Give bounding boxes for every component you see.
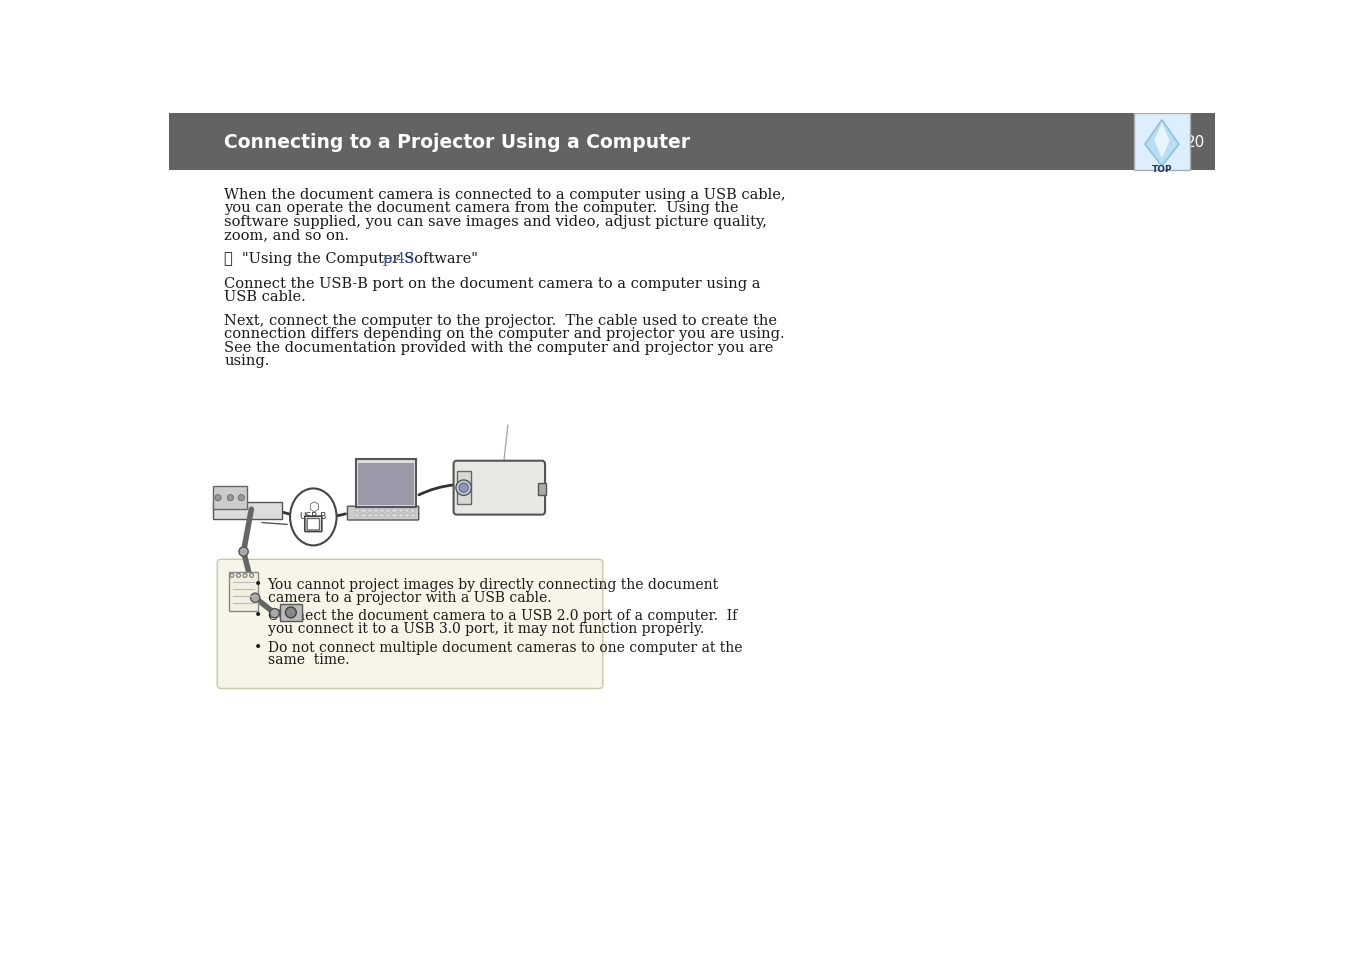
Bar: [456, 472, 471, 504]
Circle shape: [238, 495, 244, 501]
Bar: [279, 604, 301, 621]
Bar: [393, 515, 397, 517]
Bar: [212, 487, 247, 510]
Bar: [398, 510, 402, 513]
Bar: [358, 463, 414, 505]
Bar: [405, 510, 409, 513]
Bar: [386, 510, 390, 513]
Bar: [367, 515, 371, 517]
Text: Do not connect multiple document cameras to one computer at the: Do not connect multiple document cameras…: [267, 639, 742, 654]
FancyBboxPatch shape: [347, 507, 418, 520]
Text: software supplied, you can save images and video, adjust picture quality,: software supplied, you can save images a…: [224, 214, 767, 229]
Bar: [362, 510, 366, 513]
Circle shape: [239, 547, 248, 557]
Bar: [379, 515, 385, 517]
Ellipse shape: [290, 489, 336, 546]
Bar: [212, 503, 282, 519]
Text: connection differs depending on the computer and projector you are using.: connection differs depending on the comp…: [224, 327, 784, 341]
Text: Next, connect the computer to the projector.  The cable used to create the: Next, connect the computer to the projec…: [224, 314, 778, 328]
Bar: [374, 515, 378, 517]
Text: Connecting to a Projector Using a Computer: Connecting to a Projector Using a Comput…: [224, 133, 690, 152]
Text: Connect the document camera to a USB 2.0 port of a computer.  If: Connect the document camera to a USB 2.0…: [267, 609, 737, 622]
Text: you can operate the document camera from the computer.  Using the: you can operate the document camera from…: [224, 201, 738, 215]
Bar: [1134, 114, 1191, 171]
Text: you connect it to a USB 3.0 port, it may not function properly.: you connect it to a USB 3.0 port, it may…: [267, 621, 703, 635]
Text: 20: 20: [1187, 135, 1206, 151]
Circle shape: [251, 594, 259, 602]
Bar: [362, 515, 366, 517]
Text: USB-B: USB-B: [300, 512, 327, 520]
Circle shape: [227, 495, 234, 501]
Text: camera to a projector with a USB cable.: camera to a projector with a USB cable.: [267, 590, 551, 604]
Text: zoom, and so on.: zoom, and so on.: [224, 228, 350, 242]
Text: See the documentation provided with the computer and projector you are: See the documentation provided with the …: [224, 340, 774, 355]
Bar: [405, 515, 409, 517]
Text: ☞  "Using the Computer Software": ☞ "Using the Computer Software": [224, 252, 487, 266]
Bar: [367, 510, 371, 513]
Bar: [539, 483, 545, 495]
Text: p.43: p.43: [382, 252, 414, 266]
Bar: [230, 573, 258, 611]
Bar: [386, 515, 390, 517]
Text: •: •: [254, 639, 262, 654]
Bar: [398, 515, 402, 517]
Circle shape: [459, 483, 468, 493]
Circle shape: [215, 495, 221, 501]
Circle shape: [285, 607, 296, 618]
Text: USB cable.: USB cable.: [224, 290, 306, 304]
Bar: [374, 510, 378, 513]
Text: When the document camera is connected to a computer using a USB cable,: When the document camera is connected to…: [224, 188, 786, 202]
Bar: [169, 114, 1215, 171]
FancyBboxPatch shape: [305, 517, 321, 532]
Bar: [355, 515, 359, 517]
FancyBboxPatch shape: [217, 559, 602, 689]
Text: same  time.: same time.: [267, 653, 350, 666]
Circle shape: [456, 480, 471, 496]
Text: •: •: [254, 578, 262, 592]
Text: ⬡: ⬡: [308, 500, 319, 513]
Text: You cannot project images by directly connecting the document: You cannot project images by directly co…: [267, 578, 718, 592]
Bar: [356, 459, 416, 507]
Bar: [393, 510, 397, 513]
FancyBboxPatch shape: [454, 461, 545, 515]
Bar: [410, 510, 416, 513]
FancyBboxPatch shape: [308, 519, 320, 531]
Bar: [410, 515, 416, 517]
Text: •: •: [254, 609, 262, 622]
Polygon shape: [1154, 124, 1169, 159]
Bar: [355, 510, 359, 513]
Bar: [379, 510, 385, 513]
Text: using.: using.: [224, 354, 270, 368]
Text: Connect the USB-B port on the document camera to a computer using a: Connect the USB-B port on the document c…: [224, 276, 760, 291]
Text: TOP: TOP: [1152, 165, 1172, 174]
Circle shape: [270, 609, 279, 618]
Polygon shape: [1145, 120, 1179, 167]
